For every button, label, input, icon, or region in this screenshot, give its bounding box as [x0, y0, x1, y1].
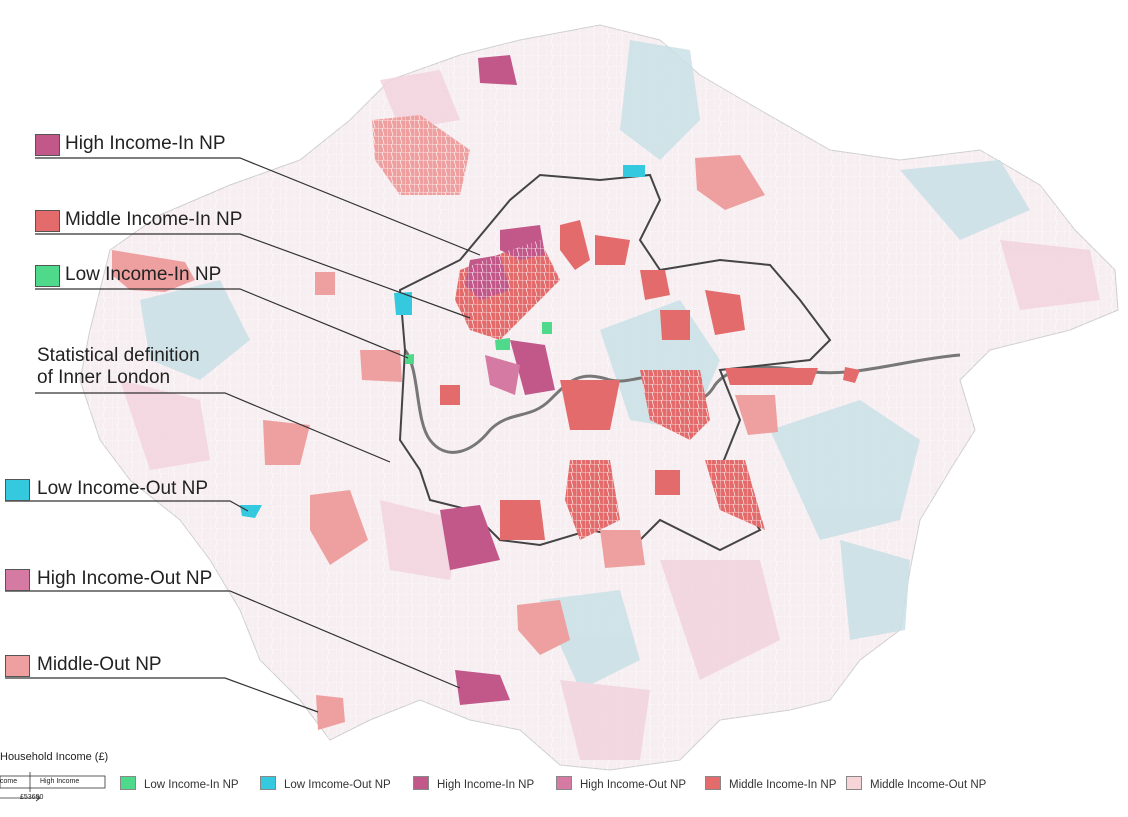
swatch-low-in — [35, 265, 60, 287]
legend-swatch — [260, 776, 276, 790]
callout-label: Low Income-Out NP — [37, 478, 209, 499]
legend-swatch — [556, 776, 572, 790]
legend-swatch — [705, 776, 721, 790]
callout-label-line2: of Inner London — [37, 367, 171, 388]
swatch-low-out — [5, 479, 30, 501]
high-income-out-np-areas — [485, 355, 520, 395]
legend-item-middle-in: Middle Income-In NP — [705, 776, 836, 791]
legend-swatch — [846, 776, 862, 790]
callout-label: Middle-Out NP — [37, 654, 162, 675]
scale-high-label: High Income — [40, 778, 80, 785]
legend-item-low-in: Low Income-In NP — [120, 776, 239, 791]
swatch-high-out — [5, 569, 30, 591]
legend-item-high-out: High Income-Out NP — [556, 776, 686, 791]
legend-label: High Income-In NP — [437, 779, 535, 791]
legend-item-middle-out: Middle Income-Out NP — [846, 776, 986, 791]
legend-title: Household Income (£) — [0, 751, 109, 763]
legend-swatch — [120, 776, 136, 790]
callout-inner-london: Statistical definition of Inner London — [37, 345, 200, 389]
ward-texture — [372, 115, 765, 540]
legend-item-low-out: Low Imcome-Out NP — [260, 776, 391, 791]
legend-item-high-in: High Income-In NP — [413, 776, 534, 791]
legend-label: Middle Income-Out NP — [870, 779, 987, 791]
high-income-in-np-areas — [440, 55, 555, 705]
swatch-middle-in — [35, 210, 60, 232]
swatch-middle-out — [5, 655, 30, 677]
background-patches — [120, 40, 1100, 760]
callout-label: Low Income-In NP — [65, 264, 222, 285]
low-income-out-np-areas — [240, 165, 645, 518]
income-scale — [0, 772, 106, 802]
legend-label: Low Imcome-Out NP — [284, 779, 391, 791]
income-scale-labels: come High Income £53600 — [0, 772, 105, 802]
legend-label: High Income-Out NP — [580, 779, 687, 791]
leader-lines — [5, 157, 481, 713]
legend-label: Low Income-In NP — [144, 779, 239, 791]
callout-label: Middle Income-In NP — [65, 209, 243, 230]
legend-swatch — [413, 776, 429, 790]
callout-label-line1: Statistical definition — [37, 345, 200, 366]
scale-low-label: come — [0, 778, 18, 785]
callout-label: High Income-Out NP — [37, 568, 213, 589]
swatch-high-in — [35, 134, 60, 156]
low-income-in-np-areas — [405, 322, 552, 364]
callout-label: High Income-In NP — [65, 133, 226, 154]
scale-value-label: £53600 — [20, 794, 44, 801]
legend-label: Middle Income-In NP — [729, 779, 837, 791]
